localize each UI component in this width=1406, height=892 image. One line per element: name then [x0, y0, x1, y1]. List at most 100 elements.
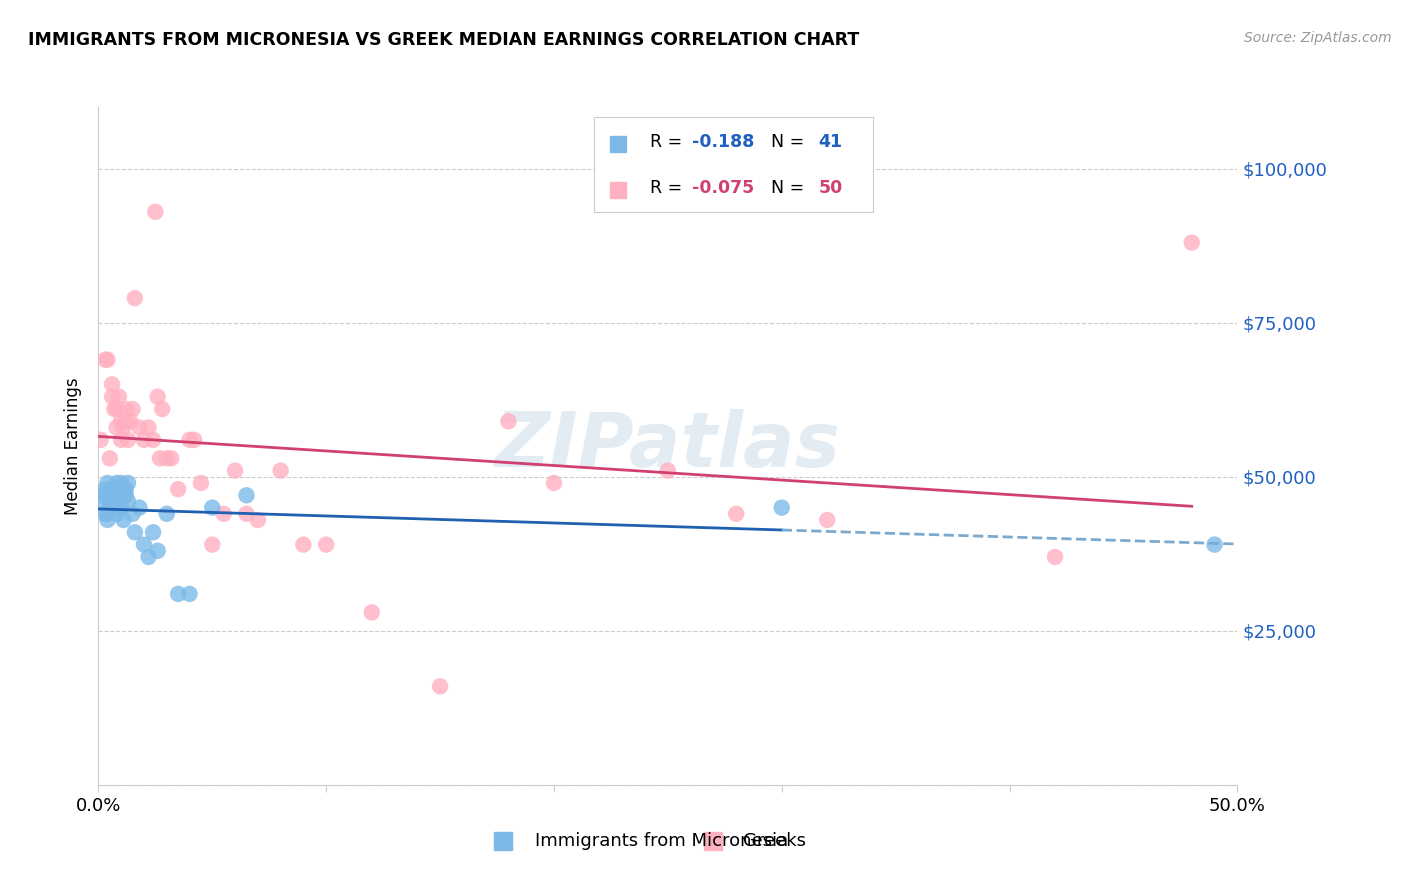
Text: R =: R = [650, 133, 688, 151]
Point [150, 402, 173, 417]
Point [117, 494, 139, 508]
Text: N =: N = [761, 133, 810, 151]
Point [815, 513, 838, 527]
Text: Source: ZipAtlas.com: Source: ZipAtlas.com [1244, 31, 1392, 45]
Point [124, 525, 146, 540]
Point [110, 475, 132, 490]
Point [98, 488, 121, 502]
Point [112, 482, 135, 496]
Point [146, 543, 169, 558]
Point [429, 679, 451, 693]
Point [183, 433, 205, 447]
Point [1043, 549, 1066, 564]
Point [201, 538, 224, 552]
Point [120, 414, 142, 428]
Text: -0.188: -0.188 [692, 133, 754, 151]
Point [212, 507, 235, 521]
Point [114, 482, 136, 496]
Point [156, 451, 179, 466]
Point [114, 488, 136, 502]
Point [103, 402, 125, 417]
Point [270, 464, 292, 478]
Point [96, 352, 118, 367]
Point [98, 451, 121, 466]
Point [101, 390, 124, 404]
Point [105, 507, 128, 521]
Point [94, 507, 117, 521]
Point [110, 482, 132, 496]
Point [110, 500, 132, 515]
Point [128, 500, 150, 515]
Point [90, 494, 112, 508]
FancyBboxPatch shape [593, 117, 873, 212]
Point [145, 204, 167, 219]
Point [101, 377, 124, 392]
Text: 41: 41 [818, 133, 842, 151]
Point [132, 433, 155, 447]
Point [105, 420, 128, 434]
Text: Greeks: Greeks [742, 831, 806, 849]
Point [101, 494, 124, 508]
Point [108, 494, 131, 508]
Point [725, 507, 748, 521]
Point [770, 500, 793, 515]
Point [315, 538, 337, 552]
Point [149, 451, 172, 466]
Point [292, 538, 315, 552]
Point [110, 414, 132, 428]
Point [117, 475, 139, 490]
Text: -0.075: -0.075 [692, 178, 754, 197]
Point [94, 482, 117, 496]
Point [138, 420, 160, 434]
Point [96, 475, 118, 490]
Point [101, 482, 124, 496]
Point [105, 475, 128, 490]
Point [160, 451, 183, 466]
Point [156, 507, 179, 521]
Point [167, 482, 190, 496]
Text: N =: N = [761, 178, 810, 197]
Point [1204, 538, 1226, 552]
Point [146, 390, 169, 404]
Point [224, 464, 246, 478]
Y-axis label: Median Earnings: Median Earnings [65, 377, 83, 515]
Point [498, 414, 520, 428]
Point [235, 488, 257, 502]
Text: Immigrants from Micronesia: Immigrants from Micronesia [534, 831, 787, 849]
Point [124, 291, 146, 305]
Point [543, 475, 565, 490]
Point [246, 513, 269, 527]
Point [117, 433, 139, 447]
Text: R =: R = [650, 178, 688, 197]
Point [657, 464, 679, 478]
Text: IMMIGRANTS FROM MICRONESIA VS GREEK MEDIAN EARNINGS CORRELATION CHART: IMMIGRANTS FROM MICRONESIA VS GREEK MEDI… [28, 31, 859, 49]
Point [114, 402, 136, 417]
Point [108, 390, 131, 404]
Point [96, 507, 118, 521]
Point [128, 420, 150, 434]
Point [360, 606, 382, 620]
Point [112, 513, 135, 527]
Point [90, 433, 112, 447]
Point [1181, 235, 1204, 250]
Point [103, 500, 125, 515]
Point [132, 538, 155, 552]
Point [94, 352, 117, 367]
Point [179, 587, 201, 601]
Point [138, 549, 160, 564]
Point [98, 500, 121, 515]
Point [98, 494, 121, 508]
Point [112, 420, 135, 434]
Point [103, 488, 125, 502]
Point [110, 433, 132, 447]
Text: ZIPatlas: ZIPatlas [495, 409, 841, 483]
Point [121, 402, 143, 417]
Point [201, 500, 224, 515]
Point [142, 525, 165, 540]
Point [190, 475, 212, 490]
Point [235, 507, 257, 521]
Point [96, 513, 118, 527]
Text: 50: 50 [818, 178, 842, 197]
Point [108, 488, 131, 502]
Point [91, 488, 114, 502]
